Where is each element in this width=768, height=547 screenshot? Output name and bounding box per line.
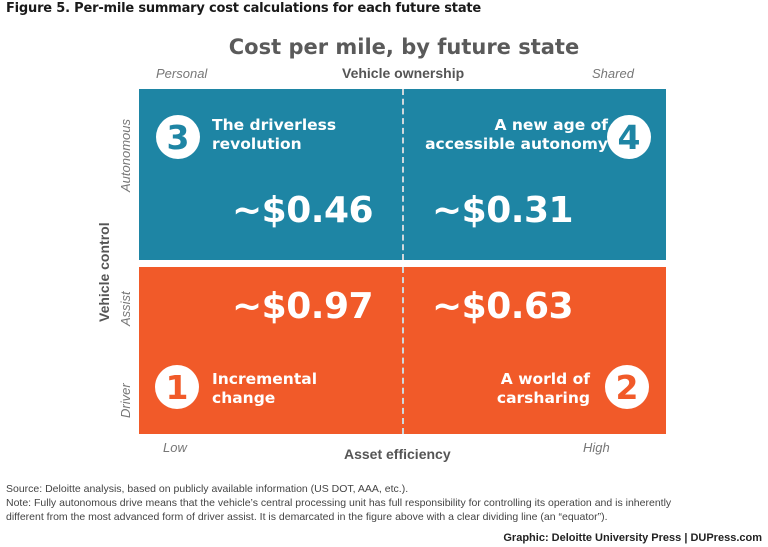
state-3-label: The driverless revolution bbox=[212, 116, 337, 153]
graphic-credit: Graphic: Deloitte University Press | DUP… bbox=[503, 532, 762, 544]
ownership-divider-bottom bbox=[402, 267, 404, 434]
note-line-2: different from the most advanced form of… bbox=[6, 511, 608, 523]
source-note: Source: Deloitte analysis, based on publ… bbox=[6, 483, 409, 495]
state-2-badge: 2 bbox=[605, 365, 649, 409]
y-axis-label-driver: Driver bbox=[118, 383, 133, 418]
state-3-value: ~$0.46 bbox=[232, 190, 374, 231]
x-bottom-low-label: Low bbox=[163, 440, 187, 455]
state-4-badge: 4 bbox=[607, 115, 651, 159]
x-axis-low-label: Personal bbox=[156, 66, 208, 81]
chart-title: Cost per mile, by future state bbox=[228, 35, 580, 59]
state-1-badge: 1 bbox=[155, 365, 199, 409]
y-axis-title: Vehicle control bbox=[96, 222, 112, 322]
state-2-label: A world of carsharing bbox=[496, 370, 590, 407]
state-1-value: ~$0.97 bbox=[232, 286, 374, 327]
x-axis-title: Vehicle ownership bbox=[342, 65, 465, 81]
state-4-label: A new age of accessible autonomy bbox=[425, 116, 608, 153]
x-axis-high-label: Shared bbox=[592, 66, 634, 81]
note-line-1: Note: Fully autonomous drive means that … bbox=[6, 497, 672, 509]
x-bottom-title: Asset efficiency bbox=[344, 446, 451, 462]
ownership-divider-top bbox=[402, 89, 404, 260]
y-axis-label-assist: Assist bbox=[118, 291, 133, 326]
x-bottom-high-label: High bbox=[583, 440, 610, 455]
y-axis-label-autonomous: Autonomous bbox=[118, 119, 133, 192]
state-4-value: ~$0.31 bbox=[432, 190, 574, 231]
state-2-value: ~$0.63 bbox=[432, 286, 574, 327]
state-1-label: Incremental change bbox=[212, 370, 318, 407]
state-3-badge: 3 bbox=[156, 115, 200, 159]
figure-title: Figure 5. Per-mile summary cost calculat… bbox=[6, 1, 482, 16]
